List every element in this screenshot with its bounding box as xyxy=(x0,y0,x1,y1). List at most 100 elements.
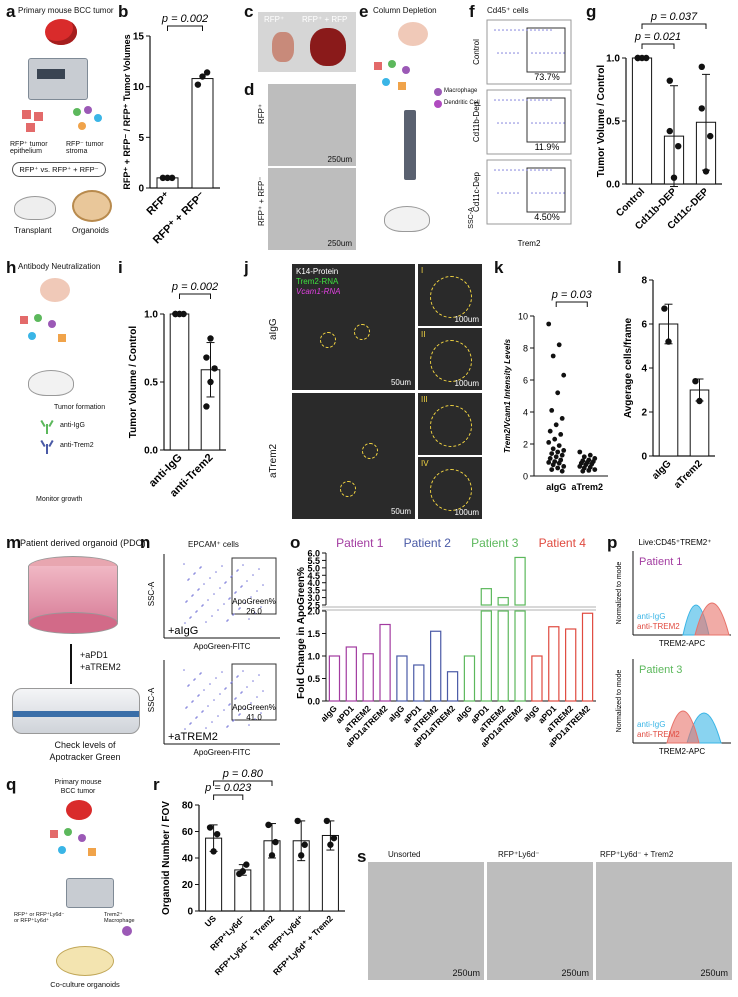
event-dot xyxy=(526,29,528,31)
photo-label-rfp: RFP⁺ xyxy=(264,15,285,24)
event-dot xyxy=(543,192,545,194)
q-label-left: RFP⁺ or RFP⁺Ly6d⁻ or RFP⁺Ly6d⁺ xyxy=(14,912,65,924)
data-point xyxy=(643,54,650,62)
y-tick-label: 0 xyxy=(523,472,528,482)
p-value-g2-bracket xyxy=(641,23,707,29)
data-point xyxy=(702,168,710,175)
event-dot xyxy=(225,581,227,583)
panel-letter-j: j xyxy=(244,258,249,277)
event-dot xyxy=(198,694,200,696)
event-dot xyxy=(244,602,246,604)
organoid-image-rfp-plus: 250um xyxy=(268,168,356,250)
patient-label: Patient 2 xyxy=(404,536,452,550)
micrograph-aigg: K14-Protein Trem2-RNA Vcam1-RNA 50um xyxy=(292,264,415,390)
bar xyxy=(514,610,526,702)
event-dot xyxy=(183,563,185,565)
gate-name: ApoGreen% xyxy=(232,597,276,606)
event-dot xyxy=(246,686,248,688)
tumor-icon xyxy=(398,22,428,46)
s-label-ly6d-trem2: RFP⁺Ly6d⁻ + Trem2 xyxy=(600,850,674,859)
event-dot xyxy=(551,122,553,124)
event-dot xyxy=(546,99,548,101)
y-tick-label: 4 xyxy=(641,364,647,375)
event-dot xyxy=(233,613,235,615)
data-point xyxy=(665,338,672,345)
event-dot xyxy=(517,52,519,54)
p-value-r2-bracket xyxy=(213,780,273,786)
event-dot xyxy=(555,122,557,124)
p-value-g1: p = 0.021 xyxy=(634,31,681,43)
data-point xyxy=(661,305,668,312)
data-point xyxy=(207,378,214,386)
panel-n-title: EPCAM⁺ cells xyxy=(188,540,239,549)
data-point xyxy=(556,460,562,466)
event-dot xyxy=(513,122,515,124)
scale-label: 50um xyxy=(390,378,411,387)
y-axis-label: Organoid Number / FOV xyxy=(161,801,172,915)
event-dot xyxy=(241,585,243,587)
label-organoids: Organoids xyxy=(72,226,109,235)
y-axis-label: Tumor Volume / Control xyxy=(596,65,607,178)
event-dot xyxy=(252,574,254,576)
organoid-image-unsorted: 250um xyxy=(368,862,484,980)
gate xyxy=(526,97,566,143)
data-point xyxy=(549,408,555,413)
antibody-trem2-icon xyxy=(40,439,54,454)
event-dot xyxy=(510,169,512,171)
event-dot xyxy=(213,699,215,701)
gate xyxy=(231,663,277,721)
event-dot xyxy=(202,604,204,606)
event-dot xyxy=(514,99,516,101)
event-dot xyxy=(547,52,549,54)
event-dot xyxy=(514,29,516,31)
label-check1: Check levels of xyxy=(54,740,116,750)
inset-3: III xyxy=(418,393,482,455)
row-label: Cd11c-Dep xyxy=(472,172,481,212)
flow-plot-frame xyxy=(486,89,572,155)
bar xyxy=(191,78,214,189)
event-dot xyxy=(555,192,557,194)
event-dot xyxy=(226,620,228,622)
tumor-icon xyxy=(66,800,92,820)
event-dot xyxy=(542,169,544,171)
event-dot xyxy=(217,609,219,611)
event-dot xyxy=(506,99,508,101)
p-value-r1: p = 0.023 xyxy=(204,782,252,794)
gate xyxy=(231,557,277,615)
panel-letter-f: f xyxy=(469,2,475,21)
j-row1-label: aIgG xyxy=(268,318,279,340)
event-dot xyxy=(518,29,520,31)
data-point xyxy=(549,451,555,456)
event-dot xyxy=(494,169,496,171)
event-dot xyxy=(246,580,248,582)
event-dot xyxy=(240,692,242,694)
event-dot xyxy=(538,29,540,31)
label-stroma: RFP⁻ tumor stroma xyxy=(66,141,104,155)
event-dot xyxy=(513,192,515,194)
event-dot xyxy=(538,169,540,171)
data-point xyxy=(213,830,221,838)
event-dot xyxy=(224,582,226,584)
event-dot xyxy=(215,677,217,679)
event-dot xyxy=(188,684,190,686)
event-dot xyxy=(563,192,565,194)
event-dot xyxy=(534,99,536,101)
legend-igg: anti-IgG xyxy=(637,612,665,621)
scale-label: 100um xyxy=(454,315,479,324)
event-dot xyxy=(547,192,549,194)
scale-label: 50um xyxy=(390,507,411,516)
event-dot xyxy=(497,192,499,194)
event-dot xyxy=(199,673,201,675)
event-dot xyxy=(498,169,500,171)
event-dot xyxy=(207,705,209,707)
event-dot xyxy=(219,587,221,589)
panel-letter-p: p xyxy=(607,533,618,552)
event-dot xyxy=(530,29,532,31)
event-dot xyxy=(258,568,260,570)
inset-2: II 100um xyxy=(418,328,482,390)
event-dot xyxy=(203,689,205,691)
event-dot xyxy=(229,703,231,705)
event-dot xyxy=(539,122,541,124)
